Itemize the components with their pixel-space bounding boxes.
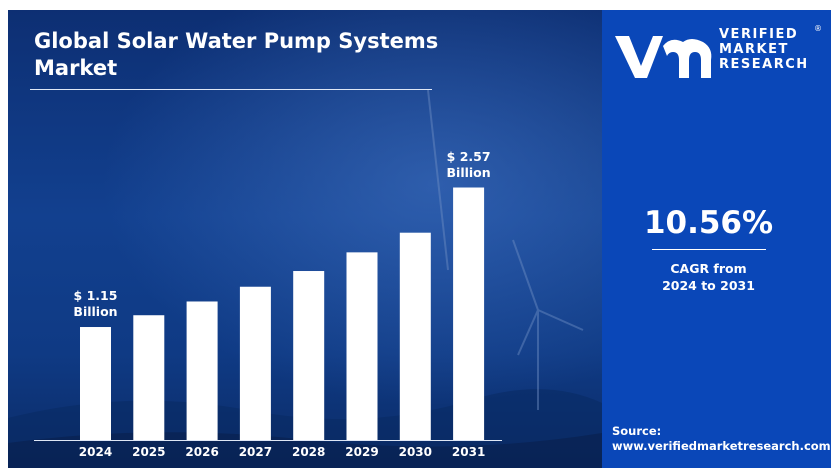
registered-mark: ® [814, 24, 822, 33]
cagr-caption-line-1: CAGR from [670, 261, 747, 276]
x-tick-label-2030: 2030 [399, 445, 432, 459]
brand-line-2: MARKET [719, 42, 789, 57]
bar-2024 [80, 327, 111, 440]
wind-turbine-icon [427, 89, 584, 410]
title-divider [30, 89, 432, 90]
cagr-divider [652, 249, 766, 250]
data-label-2024: $ 1.15 Billion [56, 288, 136, 320]
bar-2030 [399, 232, 431, 440]
x-tick-label-2027: 2027 [239, 445, 272, 459]
data-label-value: $ 2.57 [446, 148, 491, 164]
x-tick-label-2025: 2025 [132, 445, 165, 459]
bar-2025 [133, 315, 165, 440]
bar-2029 [346, 252, 378, 440]
x-tick-label-2028: 2028 [292, 445, 325, 459]
brand-wordmark: VERIFIED MARKET RESEARCH [719, 27, 809, 72]
bar-2031 [453, 187, 485, 440]
source-label: Source: [612, 424, 662, 438]
x-tick-label-2031: 2031 [452, 445, 485, 459]
cagr-value: 10.56% [643, 205, 774, 241]
bar-chart: 2024 2025 2026 2027 2028 2029 2030 2031 [34, 187, 502, 459]
brand-line-3: RESEARCH [719, 57, 809, 72]
bar-2028 [293, 271, 325, 440]
data-label-unit: Billion [446, 164, 491, 180]
data-label-value: $ 1.15 [73, 288, 118, 304]
bar-2027 [239, 286, 271, 440]
source-note: Source: www.verifiedmarketresearch.com [612, 424, 831, 454]
vmr-logo-icon [615, 36, 712, 78]
cagr-caption: CAGR from 2024 to 2031 [594, 260, 823, 294]
x-tick-label-2024: 2024 [79, 445, 112, 459]
infographic-frame [8, 10, 831, 468]
chart-title: Global Solar Water Pump Systems Market [34, 29, 439, 80]
cagr-caption-line-2: 2024 to 2031 [662, 278, 755, 293]
source-url: www.verifiedmarketresearch.com [612, 439, 831, 453]
data-label-unit: Billion [73, 304, 118, 320]
info-panel [602, 10, 831, 468]
data-label-2031: $ 2.57 Billion [429, 149, 509, 181]
bar-2026 [186, 301, 218, 440]
brand-line-1: VERIFIED [719, 27, 799, 42]
x-tick-label-2026: 2026 [185, 445, 218, 459]
x-tick-label-2029: 2029 [345, 445, 378, 459]
